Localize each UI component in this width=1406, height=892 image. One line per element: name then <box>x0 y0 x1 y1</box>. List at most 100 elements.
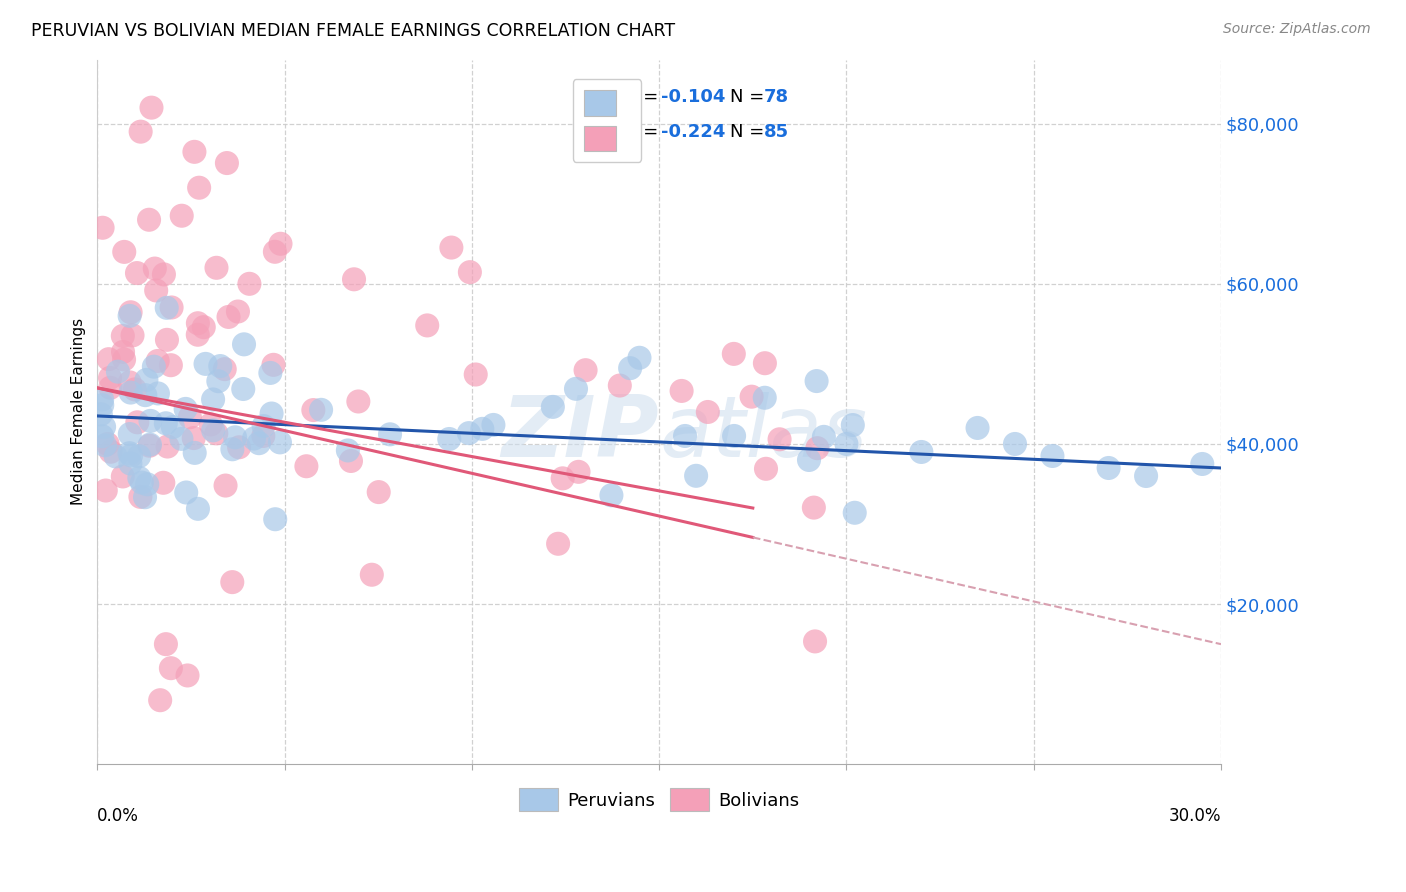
Point <box>118 446 141 460</box>
Point <box>188 180 211 194</box>
Point <box>112 345 135 359</box>
Point <box>269 435 291 450</box>
Point <box>141 101 163 115</box>
Point <box>97 352 120 367</box>
Point <box>112 352 135 367</box>
Point <box>835 437 858 451</box>
Point <box>252 419 274 434</box>
Point <box>160 301 183 315</box>
Point <box>673 429 696 443</box>
Point <box>340 454 363 468</box>
Point <box>309 402 332 417</box>
Point <box>439 432 461 446</box>
Point <box>156 440 179 454</box>
Point <box>966 421 988 435</box>
Point <box>471 422 494 436</box>
Point <box>205 426 228 441</box>
Point <box>149 693 172 707</box>
Text: R =: R = <box>626 87 665 106</box>
Point <box>806 374 828 388</box>
Point <box>121 328 143 343</box>
Point <box>803 500 825 515</box>
Point <box>170 432 193 446</box>
Point <box>347 394 370 409</box>
Point <box>135 373 157 387</box>
Point <box>232 382 254 396</box>
Point <box>547 537 569 551</box>
Point <box>143 261 166 276</box>
Point <box>228 440 250 454</box>
Point <box>183 446 205 460</box>
Point <box>138 439 160 453</box>
Point <box>813 430 835 444</box>
Point <box>129 490 152 504</box>
Point <box>723 429 745 443</box>
Point <box>1004 437 1026 451</box>
Point <box>1098 461 1121 475</box>
Point <box>360 567 382 582</box>
Point <box>155 637 177 651</box>
Text: atlas: atlas <box>659 392 868 475</box>
Point <box>367 485 389 500</box>
Point <box>600 488 623 502</box>
Point <box>120 457 142 471</box>
Point <box>91 392 114 407</box>
Point <box>120 385 142 400</box>
Point <box>218 310 240 324</box>
Point <box>214 478 236 492</box>
Point <box>104 450 127 464</box>
Text: 0.0%: 0.0% <box>97 806 139 824</box>
Point <box>176 668 198 682</box>
Point <box>120 305 142 319</box>
Legend: Peruvians, Bolivians: Peruvians, Bolivians <box>512 781 807 819</box>
Point <box>174 485 197 500</box>
Text: -0.224: -0.224 <box>661 123 725 141</box>
Point <box>152 475 174 490</box>
Point <box>910 445 932 459</box>
Point <box>671 384 693 398</box>
Point <box>609 378 631 392</box>
Point <box>551 471 574 485</box>
Point <box>111 469 134 483</box>
Text: 85: 85 <box>763 123 789 141</box>
Point <box>138 212 160 227</box>
Point <box>98 381 121 395</box>
Point <box>136 477 159 491</box>
Point <box>129 125 152 139</box>
Point <box>91 398 114 412</box>
Point <box>145 284 167 298</box>
Point <box>139 414 162 428</box>
Text: Source: ZipAtlas.com: Source: ZipAtlas.com <box>1223 22 1371 37</box>
Point <box>243 432 266 446</box>
Point <box>723 347 745 361</box>
Point <box>97 437 120 451</box>
Point <box>155 417 177 431</box>
Point <box>160 358 183 372</box>
Text: ZIP: ZIP <box>502 392 659 475</box>
Point <box>221 442 243 457</box>
Point <box>90 407 112 421</box>
Point <box>226 304 249 318</box>
Point <box>194 357 217 371</box>
Point <box>120 449 142 463</box>
Point <box>205 260 228 275</box>
Point <box>574 363 596 377</box>
Point <box>91 220 114 235</box>
Point <box>806 441 828 455</box>
Text: PERUVIAN VS BOLIVIAN MEDIAN FEMALE EARNINGS CORRELATION CHART: PERUVIAN VS BOLIVIAN MEDIAN FEMALE EARNI… <box>31 22 675 40</box>
Text: -0.104: -0.104 <box>661 87 725 106</box>
Point <box>100 444 122 458</box>
Point <box>754 356 776 370</box>
Point <box>264 512 287 526</box>
Y-axis label: Median Female Earnings: Median Female Earnings <box>72 318 86 506</box>
Point <box>134 388 156 402</box>
Point <box>541 400 564 414</box>
Point <box>260 407 283 421</box>
Point <box>125 266 148 280</box>
Point <box>1191 457 1213 471</box>
Point <box>768 432 790 446</box>
Point <box>118 309 141 323</box>
Text: N =: N = <box>730 87 770 106</box>
Point <box>118 427 141 442</box>
Point <box>156 333 179 347</box>
